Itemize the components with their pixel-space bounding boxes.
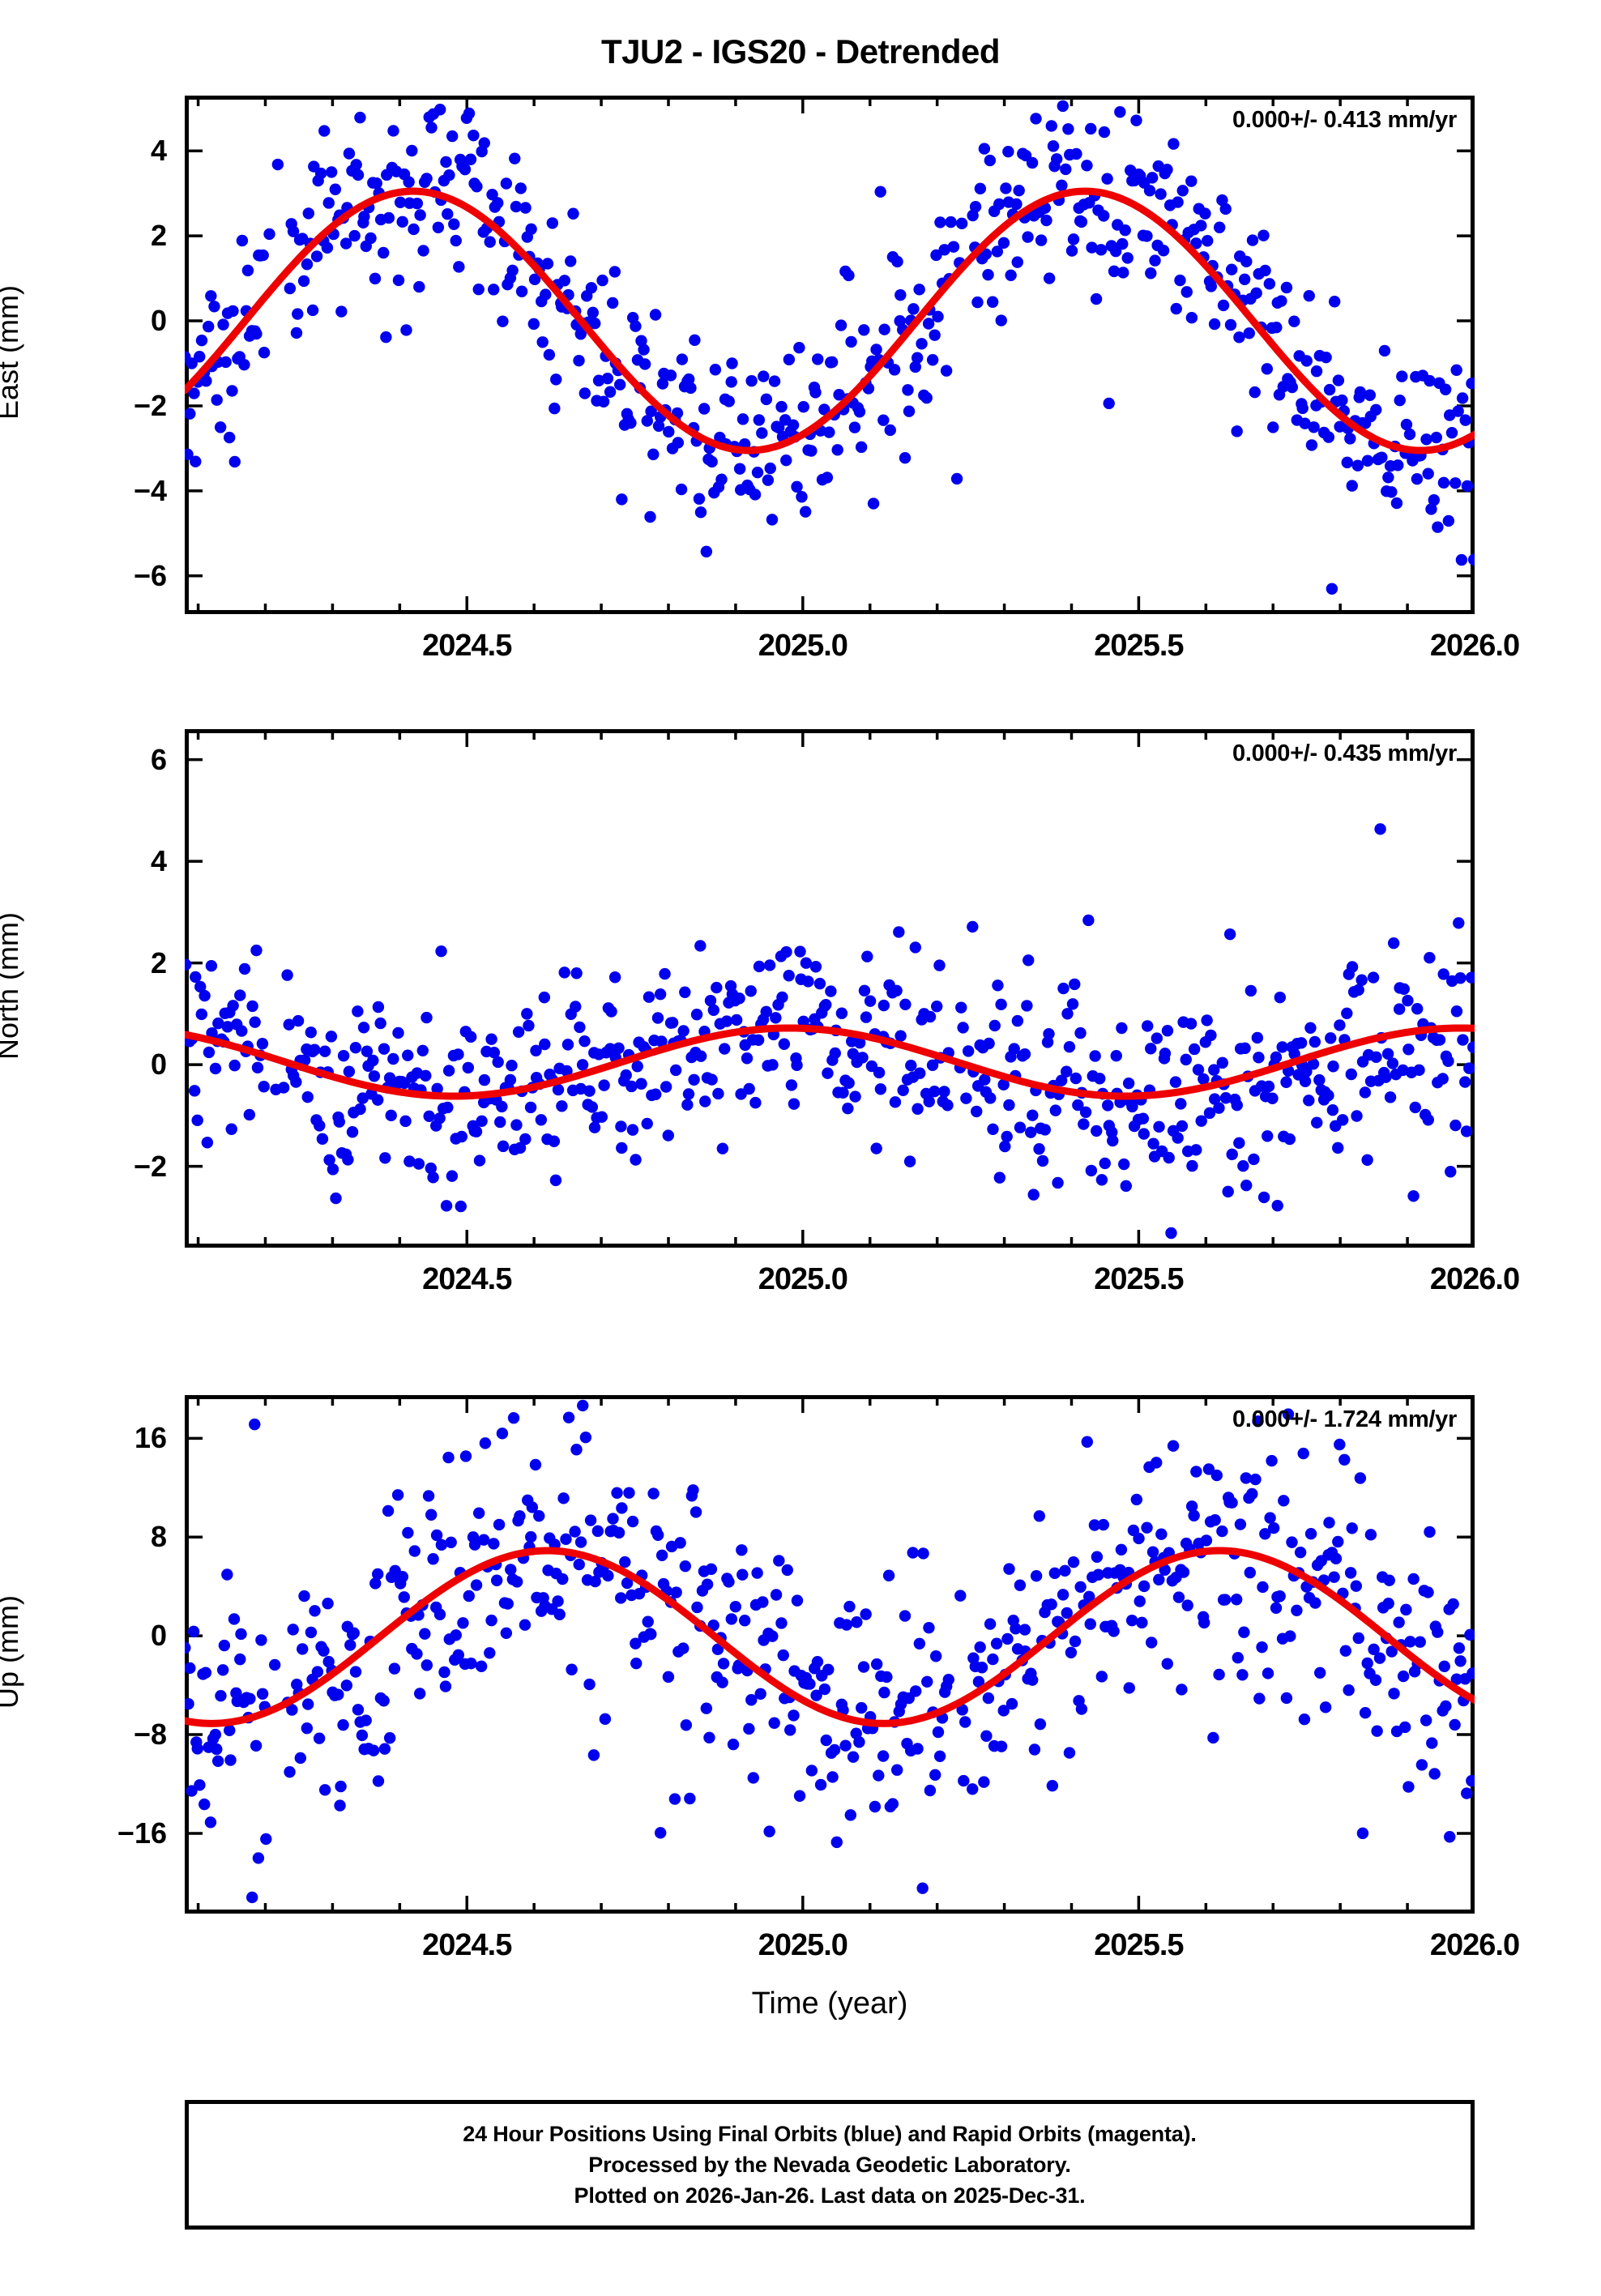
x-tick-label: 2025.0 <box>758 1262 848 1296</box>
panel-up-rate-annotation: 0.000+/- 1.724 mm/yr <box>1232 1406 1457 1432</box>
x-tick-label: 2025.0 <box>758 629 848 663</box>
page-title: TJU2 - IGS20 - Detrended <box>600 32 1001 70</box>
caption-line-2: Processed by the Nevada Geodetic Laborat… <box>588 2152 1071 2177</box>
x-tick-label: 2025.5 <box>1094 629 1184 663</box>
panel-up-data <box>185 1395 1475 1914</box>
y-tick-label: 4 <box>150 134 167 168</box>
y-tick-label: 6 <box>150 742 167 776</box>
x-tick-label: 2024.5 <box>422 1928 512 1962</box>
x-tick-label: 2026.0 <box>1429 629 1520 663</box>
x-tick-label: 2024.5 <box>422 1262 512 1296</box>
y-tick-label: 0 <box>150 304 167 338</box>
panel-north-rate-annotation: 0.000+/- 0.435 mm/yr <box>1232 740 1457 766</box>
x-tick-label: 2025.5 <box>1094 1928 1184 1962</box>
y-tick-label: −2 <box>133 1149 167 1183</box>
y-axis-label: Up (mm) <box>0 1595 24 1709</box>
panel-north: 0.000+/- 0.435 mm/yr <box>185 729 1475 1248</box>
y-axis-label: East (mm) <box>0 285 24 420</box>
caption-line-3: Plotted on 2026-Jan-26. Last data on 202… <box>574 2183 1086 2209</box>
y-tick-label: 8 <box>150 1520 167 1554</box>
y-tick-label: −16 <box>117 1816 167 1850</box>
y-tick-label: −2 <box>133 388 167 422</box>
y-tick-label: 0 <box>150 1619 167 1653</box>
panel-north-data <box>185 729 1475 1248</box>
y-axis-label: North (mm) <box>0 912 24 1060</box>
panel-up: 0.000+/- 1.724 mm/yr <box>185 1395 1475 1914</box>
y-tick-label: −8 <box>133 1718 167 1752</box>
y-tick-label: 2 <box>150 219 167 253</box>
y-tick-label: 2 <box>150 945 167 979</box>
x-tick-label: 2024.5 <box>422 629 512 663</box>
x-tick-label: 2025.0 <box>758 1928 848 1962</box>
x-axis-label: Time (year) <box>751 1987 908 2021</box>
caption-line-1: 24 Hour Positions Using Final Orbits (bl… <box>463 2121 1197 2146</box>
y-tick-label: 16 <box>134 1421 167 1455</box>
panel-east: 0.000+/- 0.413 mm/yr <box>185 96 1475 614</box>
panel-east-frame <box>185 96 1475 614</box>
x-tick-label: 2025.5 <box>1094 1262 1184 1296</box>
y-tick-label: 0 <box>150 1048 167 1082</box>
panel-east-data <box>185 96 1475 614</box>
y-tick-label: −4 <box>133 473 167 507</box>
caption-box: 24 Hour Positions Using Final Orbits (bl… <box>185 2100 1475 2230</box>
x-tick-label: 2026.0 <box>1429 1262 1520 1296</box>
panel-east-rate-annotation: 0.000+/- 0.413 mm/yr <box>1232 107 1457 133</box>
y-tick-label: −6 <box>133 558 167 592</box>
y-tick-label: 4 <box>150 844 167 878</box>
x-tick-label: 2026.0 <box>1429 1928 1520 1962</box>
